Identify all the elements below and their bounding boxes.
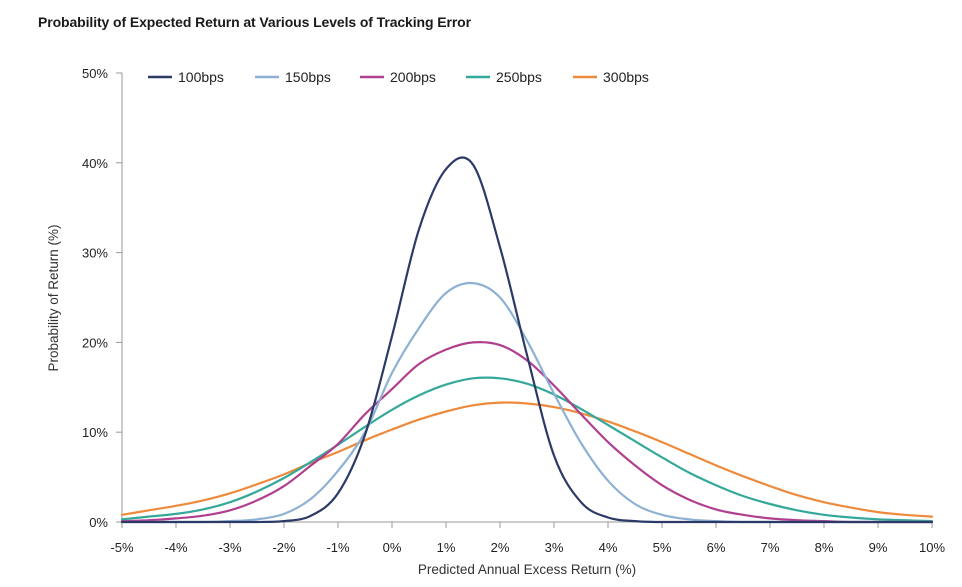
legend-label: 250bps	[496, 69, 542, 85]
x-axis-title: Predicted Annual Excess Return (%)	[418, 562, 636, 577]
x-tick-label: -1%	[326, 540, 350, 555]
x-tick-label: 5%	[653, 540, 672, 555]
x-tick-label: 0%	[383, 540, 402, 555]
y-tick-label: 30%	[82, 246, 108, 261]
x-tick-label: 6%	[707, 540, 726, 555]
axes	[121, 73, 932, 523]
legend: 100bps 150bps 200bps 250bps 300bps	[148, 69, 649, 85]
y-tick-label: 20%	[82, 335, 108, 350]
y-tick-label: 10%	[82, 425, 108, 440]
x-tick-label: 10%	[919, 540, 945, 555]
chart-title: Probability of Expected Return at Variou…	[38, 14, 471, 30]
series-lines	[120, 156, 934, 524]
series-line-250bps	[120, 376, 934, 523]
y-ticks: 0% 10% 20% 30% 40% 50%	[82, 66, 122, 530]
x-tick-label: 7%	[761, 540, 780, 555]
y-axis-title: Probability of Return (%)	[46, 224, 61, 371]
x-tick-label: -2%	[272, 540, 296, 555]
legend-label: 100bps	[178, 69, 224, 85]
x-tick-label: -5%	[110, 540, 134, 555]
y-tick-label: 40%	[82, 156, 108, 171]
legend-label: 300bps	[603, 69, 649, 85]
y-tick-label: 0%	[89, 515, 108, 530]
series-line-300bps	[120, 401, 934, 518]
x-tick-label: 3%	[545, 540, 564, 555]
x-tick-label: 2%	[491, 540, 510, 555]
x-tick-label: 9%	[869, 540, 888, 555]
legend-label: 150bps	[285, 69, 331, 85]
x-tick-label: 8%	[815, 540, 834, 555]
x-tick-label: 1%	[437, 540, 456, 555]
y-tick-label: 50%	[82, 66, 108, 81]
x-ticks: -5% -4% -3% -2% -1% 0% 1% 2% 3% 4% 5% 6% 7% 8% 9% 10%	[110, 522, 945, 555]
legend-label: 200bps	[390, 69, 436, 85]
x-tick-label: 4%	[599, 540, 618, 555]
x-tick-label: -4%	[164, 540, 188, 555]
x-tick-label: -3%	[218, 540, 242, 555]
series-line-100bps	[120, 156, 934, 524]
series-line-200bps	[120, 341, 934, 524]
